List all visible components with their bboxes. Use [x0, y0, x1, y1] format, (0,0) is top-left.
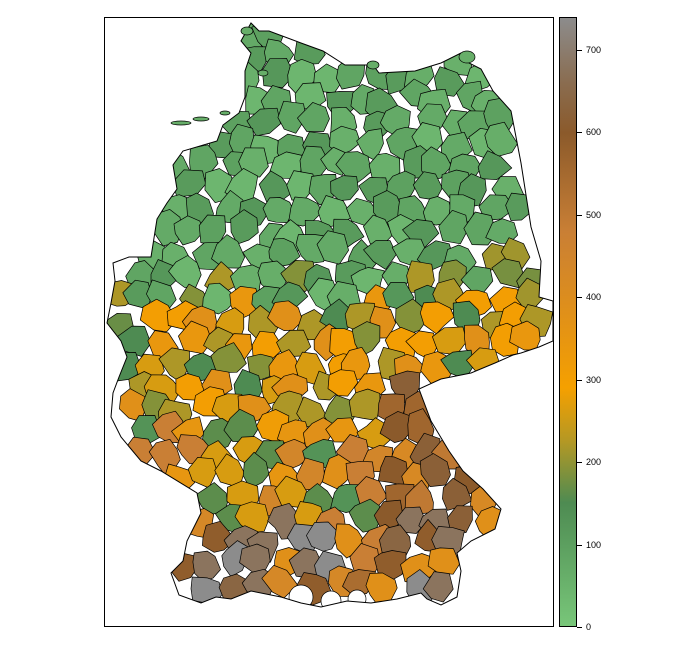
- choropleth-map[interactable]: [105, 18, 554, 627]
- island: [257, 69, 269, 77]
- district[interactable]: [173, 215, 205, 246]
- tick-mark: [577, 462, 582, 464]
- island: [219, 110, 231, 116]
- district[interactable]: [419, 301, 455, 335]
- district[interactable]: [419, 453, 451, 487]
- district[interactable]: [268, 237, 301, 268]
- district[interactable]: [395, 506, 427, 534]
- tick-mark: [577, 132, 582, 134]
- tick-mark: [577, 379, 582, 381]
- district[interactable]: [277, 100, 307, 134]
- district[interactable]: [422, 571, 454, 603]
- district[interactable]: [335, 151, 372, 186]
- district[interactable]: [330, 175, 359, 201]
- no-data-district: [320, 590, 342, 607]
- tick-label: 300: [586, 374, 602, 385]
- district[interactable]: [363, 240, 397, 270]
- district[interactable]: [348, 388, 381, 421]
- district[interactable]: [438, 209, 469, 245]
- tick-mark: [577, 627, 582, 628]
- tick-label: 100: [586, 539, 602, 550]
- district[interactable]: [447, 505, 473, 533]
- map-panel: [104, 17, 554, 627]
- tick-label: 600: [586, 127, 602, 138]
- district[interactable]: [434, 66, 466, 97]
- district[interactable]: [427, 547, 461, 575]
- district[interactable]: [262, 197, 294, 223]
- district[interactable]: [246, 107, 281, 137]
- district[interactable]: [329, 125, 361, 156]
- district[interactable]: [202, 282, 237, 315]
- no-data-district: [347, 589, 367, 607]
- district[interactable]: [379, 411, 413, 443]
- tick-label: 500: [586, 209, 602, 220]
- district[interactable]: [239, 543, 271, 574]
- district[interactable]: [218, 573, 250, 606]
- colorbar: [559, 17, 577, 627]
- tick-label: 400: [586, 292, 602, 303]
- district[interactable]: [336, 54, 366, 90]
- district[interactable]: [192, 550, 221, 582]
- district[interactable]: [190, 576, 223, 605]
- district[interactable]: [351, 321, 381, 357]
- island: [192, 116, 210, 122]
- tick-mark: [577, 544, 582, 546]
- district[interactable]: [274, 438, 311, 470]
- district[interactable]: [139, 298, 177, 333]
- district[interactable]: [211, 234, 246, 269]
- country-outline: [106, 22, 553, 608]
- district[interactable]: [477, 150, 513, 181]
- island: [170, 120, 192, 126]
- tick-label: 0: [586, 622, 592, 632]
- island: [458, 50, 476, 64]
- island: [240, 26, 254, 36]
- tick-label: 700: [586, 44, 602, 55]
- district[interactable]: [230, 209, 259, 245]
- district[interactable]: [242, 451, 270, 490]
- island: [366, 60, 380, 70]
- tick-mark: [577, 49, 582, 51]
- tick-mark: [577, 214, 582, 216]
- district-layer: [106, 22, 553, 608]
- tick-mark: [577, 297, 582, 299]
- tick-label: 200: [586, 457, 602, 468]
- district[interactable]: [327, 369, 359, 397]
- district[interactable]: [421, 146, 452, 181]
- district[interactable]: [297, 102, 330, 132]
- district[interactable]: [395, 298, 427, 336]
- district[interactable]: [306, 521, 337, 552]
- district[interactable]: [210, 342, 247, 373]
- district[interactable]: [484, 121, 518, 157]
- no-data-district: [288, 584, 314, 607]
- colorbar-ticks: 0 100 200 300 400 500 600 700: [577, 17, 637, 632]
